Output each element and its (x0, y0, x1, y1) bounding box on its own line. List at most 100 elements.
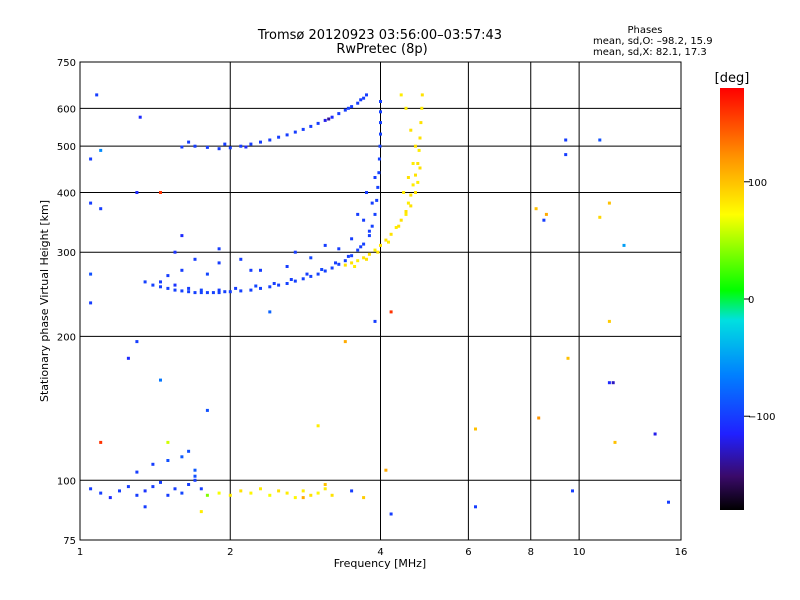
data-point (159, 480, 162, 484)
data-point (346, 254, 350, 258)
data-point (409, 204, 413, 208)
data-point (239, 257, 243, 261)
data-point (367, 234, 371, 238)
data-point (316, 121, 320, 125)
data-point (404, 212, 408, 216)
data-point (356, 212, 360, 216)
y-tick-label: 200 (57, 332, 76, 343)
data-point (346, 106, 350, 110)
data-point (193, 144, 197, 148)
data-point (268, 138, 272, 142)
data-point (362, 256, 366, 260)
data-point (419, 121, 423, 125)
data-point (118, 489, 121, 493)
data-point (173, 283, 177, 287)
data-point (159, 378, 162, 382)
data-point (394, 226, 398, 229)
data-point (199, 291, 203, 295)
y-tick-label: 300 (57, 248, 76, 259)
data-point (309, 274, 313, 278)
y-tick-label: 750 (57, 58, 76, 69)
data-point (350, 237, 354, 241)
data-point (249, 491, 253, 495)
data-point (293, 250, 297, 254)
data-point (607, 201, 611, 205)
data-point (143, 280, 147, 284)
data-point (180, 145, 184, 149)
data-point (370, 201, 374, 205)
data-point (343, 340, 347, 344)
data-point (89, 487, 93, 491)
data-point (367, 252, 371, 256)
x-tick-label: 8 (528, 547, 534, 558)
data-point (193, 468, 197, 472)
x-tick-label: 2 (227, 547, 233, 558)
data-point (365, 191, 368, 194)
data-point (205, 408, 209, 412)
data-point (99, 440, 103, 444)
data-point (404, 210, 408, 213)
data-point (217, 247, 221, 251)
data-point (151, 283, 155, 287)
data-point (99, 148, 103, 152)
data-point (343, 108, 347, 112)
data-point (350, 254, 354, 258)
data-point (249, 268, 253, 272)
data-point (301, 127, 305, 131)
data-point (268, 493, 272, 497)
data-point (544, 212, 548, 216)
data-point (343, 259, 347, 263)
data-point (323, 243, 327, 247)
data-point (211, 291, 215, 295)
data-point (359, 98, 363, 102)
x-tick-label: 4 (377, 547, 383, 558)
phases-heading: Phases (627, 25, 662, 36)
data-point (173, 487, 177, 491)
data-point (320, 268, 324, 271)
y-axis-label: Stationary phase Virtual Height [km] (38, 200, 51, 402)
data-point (337, 262, 341, 266)
data-point (376, 185, 380, 189)
colorbar-tick-label: 100 (748, 178, 767, 189)
data-point (373, 319, 377, 323)
data-point (359, 245, 363, 249)
data-point (375, 198, 379, 202)
data-point (199, 288, 203, 292)
data-point (301, 496, 305, 500)
x-tick-label: 16 (675, 547, 688, 558)
data-point (180, 268, 184, 272)
data-point (166, 493, 170, 497)
data-point (334, 261, 337, 265)
data-point (187, 290, 191, 294)
data-point (379, 100, 382, 103)
data-point (571, 489, 574, 493)
data-point (228, 290, 232, 294)
y-tick-label: 100 (57, 476, 76, 487)
data-point (285, 282, 289, 285)
data-point (411, 162, 415, 165)
x-tick-label: 1 (77, 547, 83, 558)
data-point (316, 272, 320, 276)
data-point (135, 340, 139, 344)
data-point (598, 215, 602, 219)
data-point (362, 96, 366, 100)
y-tick-label: 500 (57, 142, 76, 153)
data-point (254, 284, 258, 288)
data-point (420, 106, 424, 110)
data-point (309, 124, 313, 128)
data-point (173, 250, 177, 254)
phase-stats-o: mean, sd,O: –98.2, 15.9 (593, 36, 713, 47)
data-point (223, 290, 227, 294)
data-point (126, 485, 130, 489)
data-point (249, 142, 253, 146)
data-point (397, 224, 401, 228)
data-point (564, 138, 568, 142)
data-point (244, 145, 248, 149)
data-point (414, 173, 417, 177)
data-point (353, 265, 357, 268)
data-point (330, 266, 334, 270)
data-point (89, 201, 93, 205)
data-point (285, 265, 289, 268)
data-point (409, 128, 413, 132)
data-point (193, 478, 197, 482)
